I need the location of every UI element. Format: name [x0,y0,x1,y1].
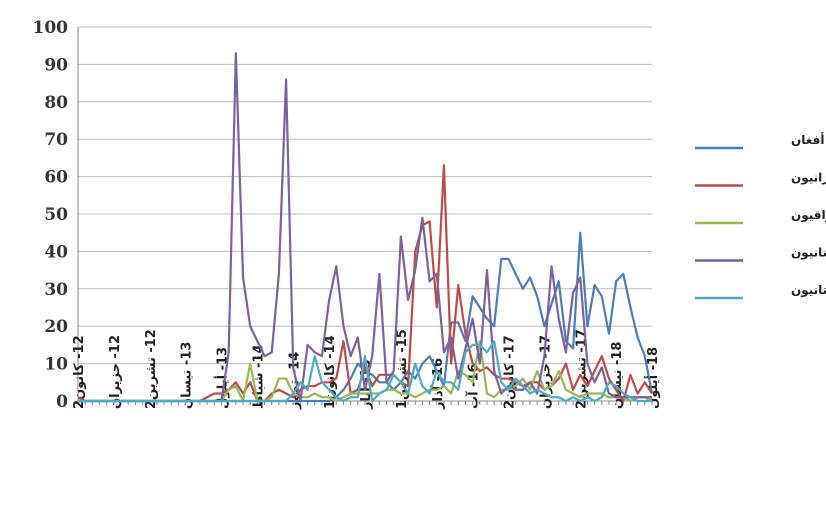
x-tick-label: 13- نيسان [180,342,195,409]
x-tick-label: 18- أيلول [644,347,661,409]
y-tick-label: 10 [44,355,68,375]
y-axis: 0 10 20 30 40 50 60 70 80 90 100 [33,18,79,412]
series-lines [77,52,654,403]
legend-label: باكستانيون [791,283,826,298]
legend-label: أفغان [791,132,825,147]
y-tick-label: 70 [44,130,68,150]
legend-label: لبنانيون [791,246,826,261]
legend-label: عراقيون [791,208,826,223]
y-tick-label: 30 [44,280,68,300]
legend: أفغان إيرانيون عراقيون لبنانيون باكستانيون [695,132,826,300]
series-line-3 [78,52,652,403]
y-tick-label: 0 [56,392,68,412]
series-line-4 [78,340,652,403]
x-tick-label: 16- آب [465,363,482,409]
y-tick-label: 80 [44,93,68,113]
y-tick-label: 60 [44,168,68,188]
x-tick-label: 14- كانون1 [323,335,338,409]
gridlines [78,26,652,402]
x-tick-label: 12- حزيران [108,335,123,409]
y-tick-label: 90 [44,55,68,75]
y-tick-label: 100 [33,18,69,38]
x-tick-label: 12- كانون2 [72,335,87,409]
x-tick-label: 15- تشرين1 [395,329,410,409]
y-tick-label: 40 [44,242,68,262]
y-tick-label: 50 [44,205,68,225]
legend-label: إيرانيون [791,171,826,186]
x-tick-label: 12- تشرين2 [144,329,159,409]
x-tick-label: 17- حزيران [538,335,553,409]
y-tick-label: 20 [44,317,68,337]
x-tick-label: 17- كانون2 [503,335,518,409]
x-tick-label: 16- آذار [429,358,446,410]
